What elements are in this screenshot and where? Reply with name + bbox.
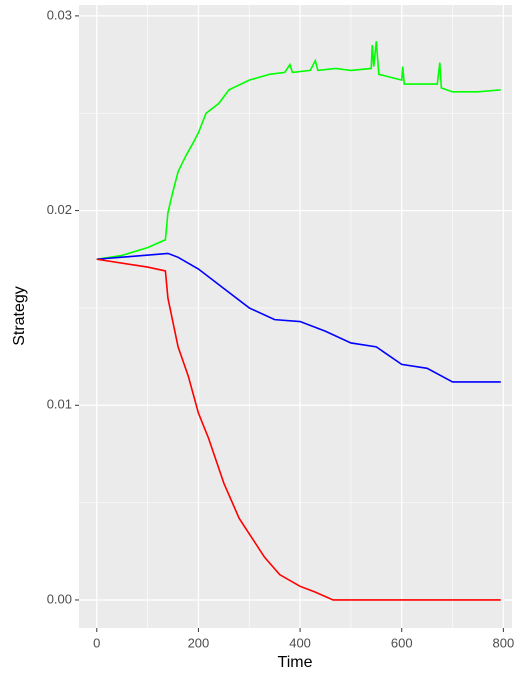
y-tick-label: 0.00 bbox=[47, 591, 72, 606]
series-line bbox=[96, 258, 501, 601]
x-tick-label: 400 bbox=[289, 635, 311, 650]
y-tick-label: 0.01 bbox=[47, 397, 72, 412]
x-axis-label: Time bbox=[278, 654, 313, 671]
x-tick-label: 800 bbox=[493, 635, 515, 650]
panel bbox=[79, 5, 512, 628]
y-tick-label: 0.03 bbox=[47, 7, 72, 22]
y-axis-label: Strategy bbox=[11, 286, 28, 346]
y-tick-label: 0.02 bbox=[47, 202, 72, 217]
x-tick-label: 200 bbox=[188, 635, 210, 650]
x-tick-label: 0 bbox=[93, 635, 100, 650]
x-tick-label: 600 bbox=[391, 635, 413, 650]
series-line bbox=[96, 252, 501, 383]
series-line bbox=[96, 41, 501, 261]
